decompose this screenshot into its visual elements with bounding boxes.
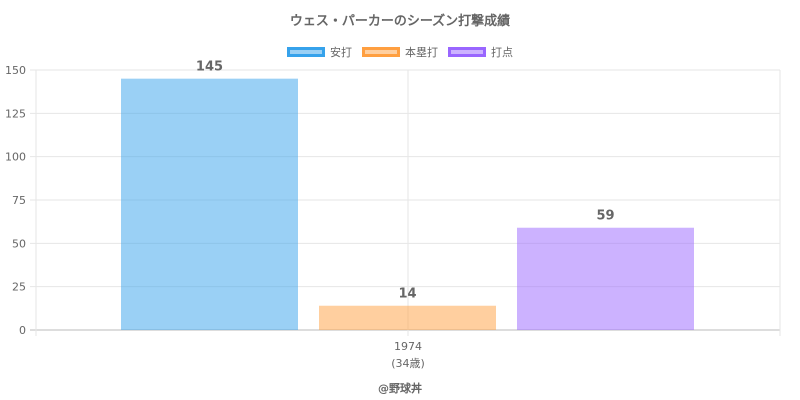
y-tick-label: 25	[12, 281, 26, 294]
y-tick-label: 50	[12, 237, 26, 250]
legend-swatch-rbi	[448, 47, 486, 57]
data-label: 145	[196, 60, 223, 75]
y-tick-label: 100	[5, 151, 26, 164]
x-tick-sublabel: (34歳)	[391, 357, 425, 370]
y-tick-label: 0	[19, 324, 26, 337]
y-tick-label: 125	[5, 107, 26, 120]
chart-title: ウェス・パーカーのシーズン打撃成績	[289, 14, 511, 29]
legend-item-home-runs[interactable]: 本塁打	[362, 44, 438, 60]
legend: 安打 本塁打 打点	[0, 44, 800, 60]
bar-rbi	[517, 227, 694, 330]
y-tick-label: 150	[5, 64, 26, 77]
legend-label-home-runs: 本塁打	[405, 46, 438, 59]
legend-swatch-home-runs	[362, 47, 400, 57]
bar-hits	[121, 78, 298, 331]
data-label: 14	[398, 287, 416, 302]
legend-label-rbi: 打点	[491, 46, 513, 59]
x-tick-label: 1974	[394, 340, 422, 353]
data-label: 59	[596, 209, 614, 224]
y-tick-label: 75	[12, 194, 26, 207]
legend-item-hits[interactable]: 安打	[287, 44, 352, 60]
legend-swatch-hits	[287, 47, 325, 57]
bar-home-runs	[319, 305, 496, 330]
credit-text: @野球丼	[378, 382, 422, 395]
legend-label-hits: 安打	[330, 46, 352, 59]
legend-item-rbi[interactable]: 打点	[448, 44, 513, 60]
